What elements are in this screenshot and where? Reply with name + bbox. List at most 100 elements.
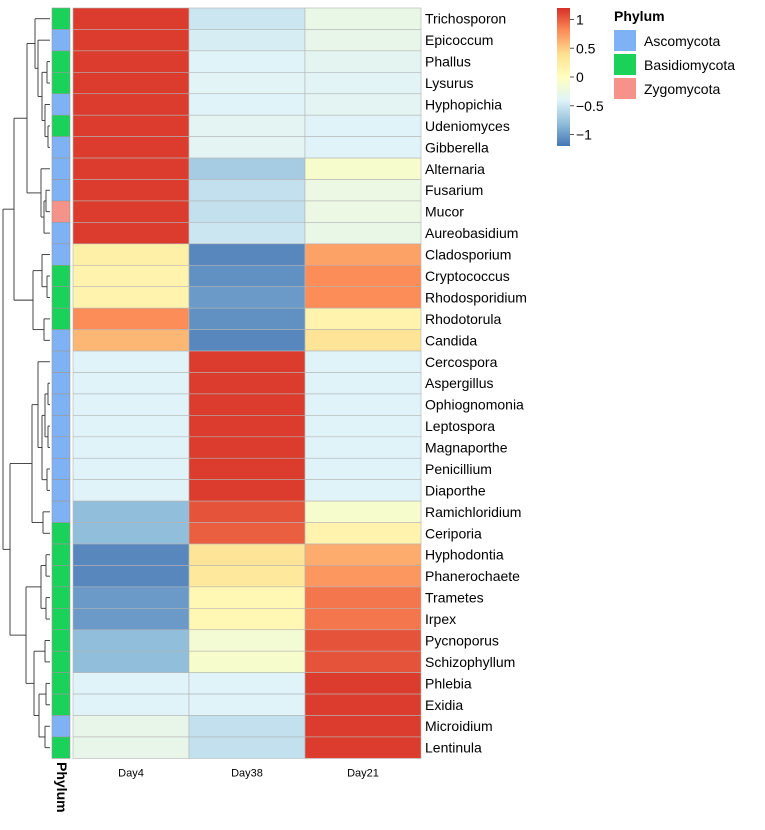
row-dendrogram (2, 18, 50, 749)
row-label-rhodotorula: Rhodotorula (425, 311, 501, 327)
heatmap-cell-candida-day38 (188, 329, 306, 352)
phylum-cell-magnaporthe (51, 436, 71, 459)
heatmap-cell-ceriporia-day38 (188, 522, 306, 545)
heatmap-cell-irpex-day38 (188, 608, 306, 631)
phylum-cell-lentinula (51, 736, 71, 759)
phylum-cell-aspergillus (51, 372, 71, 395)
row-label-microidium: Microidium (425, 718, 493, 734)
heatmap-cell-mucor-day38 (188, 200, 306, 223)
heatmap-cell-lysurus-day38 (188, 72, 306, 95)
heatmap-cell-fusarium-day38 (188, 179, 306, 202)
phylum-cell-trametes (51, 586, 71, 609)
heatmap-cell-aureobasidium-day4 (72, 222, 190, 245)
row-label-alternaria: Alternaria (425, 161, 485, 177)
heatmap-cell-mucor-day4 (72, 200, 190, 223)
row-label-ophiognomonia: Ophiognomonia (425, 397, 524, 413)
heatmap-cell-diaporthe-day21 (304, 479, 422, 502)
heatmap-cell-ramichloridium-day38 (188, 500, 306, 523)
phylum-cell-trichosporon (51, 7, 71, 30)
heatmap-cell-hyphopichia-day4 (72, 93, 190, 116)
phylum-cell-hyphodontia (51, 543, 71, 566)
heatmap-cell-trichosporon-day4 (72, 7, 190, 30)
phylum-cell-schizophyllum (51, 650, 71, 673)
row-label-fusarium: Fusarium (425, 182, 483, 198)
heatmap-cell-ramichloridium-day4 (72, 500, 190, 523)
heatmap-cell-cryptococcus-day21 (304, 264, 422, 288)
row-label-lentinula: Lentinula (425, 740, 482, 756)
phylum-cell-mucor (51, 200, 71, 223)
row-label-penicillium: Penicillium (425, 461, 492, 477)
row-label-lysurus: Lysurus (425, 75, 474, 91)
row-label-ceriporia: Ceriporia (425, 525, 482, 541)
phylum-annotation-column (51, 7, 71, 759)
phylum-cell-exidia (51, 693, 71, 716)
heatmap-cell-alternaria-day21 (304, 157, 422, 180)
heatmap-cell-alternaria-day4 (72, 157, 190, 180)
row-label-schizophyllum: Schizophyllum (425, 654, 515, 670)
phylum-cell-microidium (51, 715, 71, 738)
column-label-day38: Day38 (231, 767, 263, 779)
heatmap-cell-fusarium-day21 (304, 179, 422, 202)
heatmap-cell-phallus-day38 (188, 50, 306, 73)
row-label-leptospora: Leptospora (425, 418, 495, 434)
heatmap-cell-schizophyllum-day21 (304, 650, 422, 673)
row-label-aureobasidium: Aureobasidium (425, 225, 518, 241)
heatmap-cell-udeniomyces-day38 (188, 114, 306, 137)
heatmap-cell-udeniomyces-day4 (72, 114, 190, 137)
heatmap-cell-rhodosporidium-day4 (72, 286, 190, 309)
heatmap-cell-schizophyllum-day4 (72, 650, 190, 673)
heatmap-cell-exidia-day38 (188, 693, 306, 716)
heatmap-cell-cladosporium-day4 (72, 243, 190, 266)
legend-swatch-ascomycota (614, 30, 636, 51)
color-scale-tick-label: −1 (576, 127, 592, 143)
heatmap-cell-trametes-day21 (304, 586, 422, 609)
row-label-exidia: Exidia (425, 697, 463, 713)
heatmap-cell-cryptococcus-day4 (72, 264, 190, 288)
heatmap-cell-cercospora-day4 (72, 350, 190, 373)
heatmap-cell-trichosporon-day38 (188, 7, 306, 30)
phylum-cell-lysurus (51, 72, 71, 95)
color-scale-tick-label: 0.5 (576, 40, 596, 56)
phylum-cell-phanerochaete (51, 565, 71, 588)
row-label-hyphodontia: Hyphodontia (425, 547, 504, 563)
row-label-phanerochaete: Phanerochaete (425, 568, 520, 584)
legend-swatch-basidiomycota (614, 54, 636, 75)
heatmap-cell-cladosporium-day38 (188, 243, 306, 266)
row-label-phallus: Phallus (425, 54, 471, 70)
heatmap-cell-ceriporia-day4 (72, 522, 190, 545)
phylum-cell-cladosporium (51, 243, 71, 266)
heatmap-cell-epicoccum-day38 (188, 29, 306, 52)
heatmap-cell-pycnoporus-day38 (188, 629, 306, 652)
row-label-trametes: Trametes (425, 590, 484, 606)
heatmap-cell-aureobasidium-day21 (304, 222, 422, 245)
column-label-day4: Day4 (118, 767, 144, 779)
heatmap-cell-ophiognomonia-day21 (304, 393, 422, 416)
row-label-epicoccum: Epicoccum (425, 32, 493, 48)
heatmap-cell-aureobasidium-day38 (188, 222, 306, 245)
row-labels: Trichosporon Epicoccum Phallus Lysurus Hypho… (425, 11, 527, 756)
heatmap-cell-hyphopichia-day38 (188, 93, 306, 116)
color-scale-tick-label: −0.5 (576, 98, 604, 114)
heatmap-cell-rhodotorula-day4 (72, 307, 190, 330)
heatmap-cell-rhodotorula-day38 (188, 307, 306, 330)
heatmap-cell-pycnoporus-day4 (72, 629, 190, 652)
heatmap-cell-epicoccum-day21 (304, 29, 422, 52)
heatmap-cell-magnaporthe-day38 (188, 436, 306, 459)
heatmap-cell-magnaporthe-day21 (304, 436, 422, 459)
heatmap-cell-magnaporthe-day4 (72, 436, 190, 459)
heatmap-cell-lentinula-day4 (72, 736, 190, 759)
phylum-cell-cryptococcus (51, 264, 71, 288)
heatmap-cell-lentinula-day21 (304, 736, 422, 759)
heatmap-cell-trametes-day38 (188, 586, 306, 609)
phylum-cell-ceriporia (51, 522, 71, 545)
heatmap-cell-microidium-day38 (188, 715, 306, 738)
heatmap-cell-leptospora-day38 (188, 415, 306, 438)
row-label-mucor: Mucor (425, 204, 464, 220)
heatmap-cell-phallus-day21 (304, 50, 422, 73)
color-scale-bar (557, 8, 570, 146)
phylum-cell-irpex (51, 608, 71, 631)
heatmap-cell-lentinula-day38 (188, 736, 306, 759)
heatmap-cell-rhodosporidium-day21 (304, 286, 422, 309)
heatmap-cell-leptospora-day4 (72, 415, 190, 438)
row-label-gibberella: Gibberella (425, 139, 489, 155)
